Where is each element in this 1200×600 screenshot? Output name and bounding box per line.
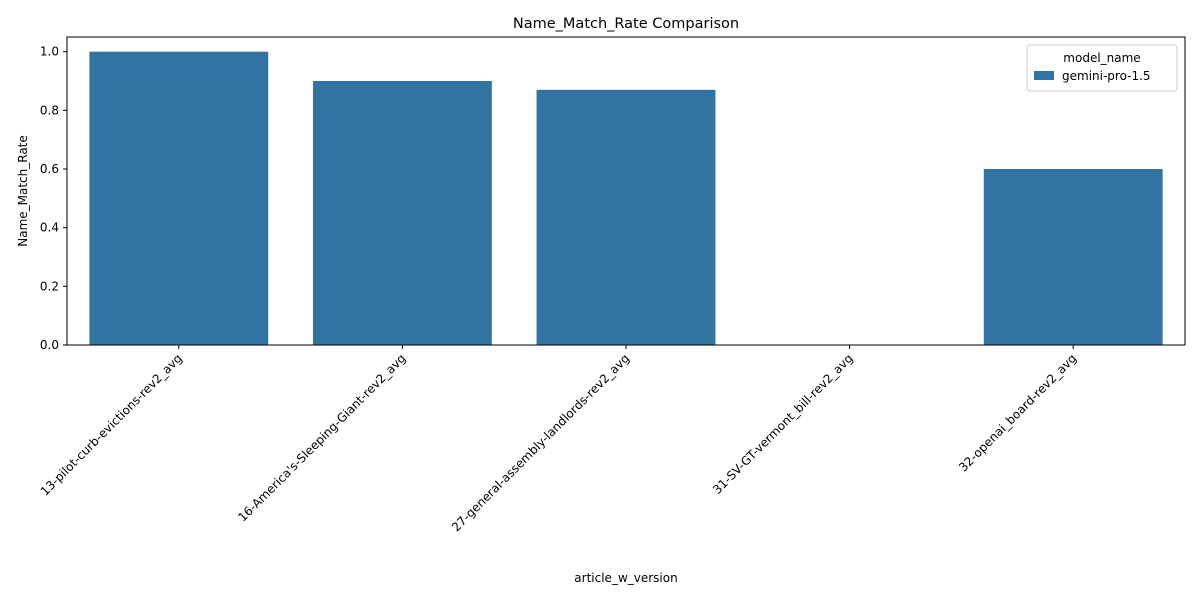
bars-group [89,51,1163,346]
x-tick-label: 31-SV-GT-vermont_bill-rev2_avg [710,351,856,497]
y-tick-label: 1.0 [40,45,59,59]
x-tick-label: 32-openai_board-rev2_avg [956,351,1079,474]
legend-swatch [1034,71,1054,80]
x-tick-label: 27-general-assembly-landlords-rev2_avg [449,351,632,534]
y-tick-label: 0.6 [40,162,59,176]
y-tick-label: 0.4 [40,221,59,235]
y-tick-label: 0.8 [40,103,59,117]
y-axis: 0.0 0.2 0.4 0.6 0.8 1.0 [40,45,67,352]
legend-frame [1026,44,1178,92]
bar [312,81,492,345]
x-axis-label: article_w_version [574,571,677,585]
bar [536,89,716,345]
bar [89,51,269,346]
y-axis-label: Name_Match_Rate [16,135,30,247]
legend-title: model_name [1063,51,1140,65]
legend: model_name gemini-pro-1.5 [1026,44,1178,92]
x-tick-label: 16-America's-Sleeping-Giant-rev2_avg [235,351,408,524]
plot-frame [66,36,1186,346]
y-tick-label: 0.0 [40,338,59,352]
x-axis: 13-pilot-curb-evictions-rev2_avg 16-Ameri… [38,345,1079,534]
legend-entry: gemini-pro-1.5 [1062,69,1151,83]
x-tick-label: 13-pilot-curb-evictions-rev2_avg [38,351,185,498]
y-tick-label: 0.2 [40,279,59,293]
bar [983,169,1163,345]
chart-title: Name_Match_Rate Comparison [513,16,739,32]
